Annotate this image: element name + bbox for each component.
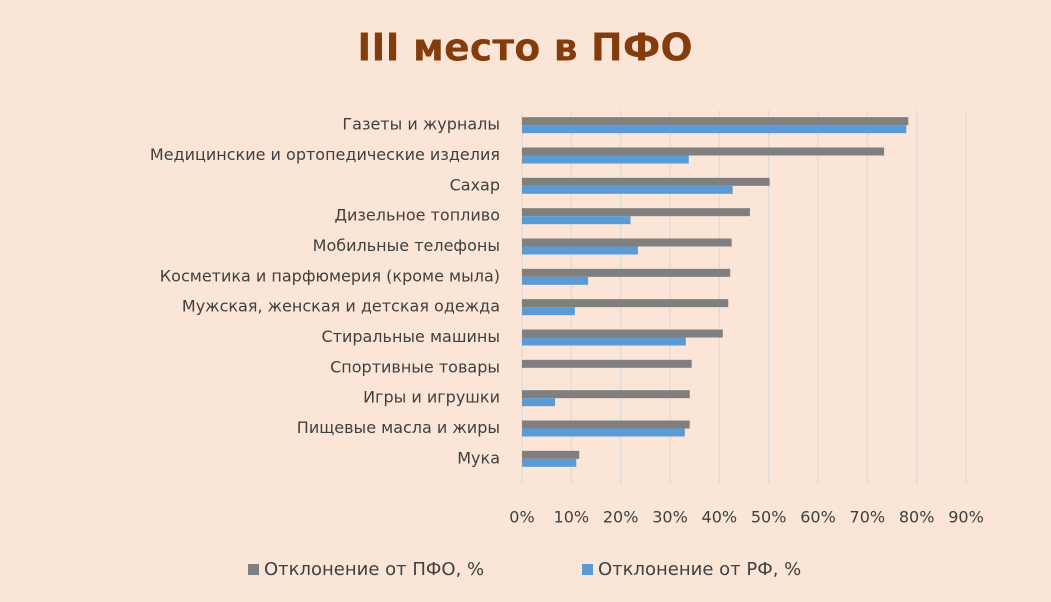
y-tick-label: Медицинские и ортопедические изделия: [150, 145, 500, 164]
bar: [522, 208, 750, 217]
bar: [522, 117, 909, 126]
bar: [522, 155, 689, 164]
bar: [522, 246, 638, 255]
bar: [522, 398, 556, 407]
x-tick-label: 80%: [899, 508, 935, 527]
x-tick-label: 50%: [751, 508, 787, 527]
bar: [522, 216, 631, 225]
x-tick-label: 90%: [948, 508, 984, 527]
bar: [522, 329, 723, 338]
x-tick-label: 10%: [554, 508, 590, 527]
legend-label: Отклонение от РФ, %: [598, 559, 801, 580]
bar: [522, 185, 733, 194]
x-tick-label: 70%: [850, 508, 886, 527]
bar: [522, 428, 685, 437]
bar: [522, 147, 885, 156]
bar: [522, 299, 729, 308]
chart-title: III место в ПФО: [357, 26, 692, 70]
bar: [522, 125, 907, 134]
y-tick-label: Мука: [457, 448, 500, 467]
x-tick-label: 40%: [702, 508, 738, 527]
bar: [522, 420, 690, 429]
bar: [522, 177, 770, 186]
y-tick-label: Спортивные товары: [330, 357, 500, 376]
x-tick-label: 20%: [603, 508, 639, 527]
y-tick-label: Мобильные телефоны: [313, 236, 500, 255]
bar: [522, 268, 731, 277]
y-tick-label: Пищевые масла и жиры: [297, 418, 500, 437]
y-tick-label: Газеты и журналы: [342, 115, 500, 134]
bar: [522, 337, 686, 346]
bar: [522, 390, 690, 399]
bar: [522, 238, 732, 247]
legend-label: Отклонение от ПФО, %: [264, 559, 484, 580]
bar: [522, 458, 577, 467]
y-tick-label: Сахар: [450, 175, 500, 194]
bar: [522, 450, 580, 459]
bar: [522, 276, 589, 285]
y-tick-label: Дизельное топливо: [335, 206, 501, 225]
bar: [522, 359, 692, 368]
y-tick-label: Стиральные машины: [321, 327, 500, 346]
y-tick-label: Игры и игрушки: [363, 388, 500, 407]
bar: [522, 307, 575, 316]
y-tick-label: Мужская, женская и детская одежда: [182, 297, 500, 316]
legend-swatch: [248, 564, 259, 575]
x-tick-label: 60%: [800, 508, 836, 527]
y-tick-label: Косметика и парфюмерия (кроме мыла): [160, 266, 500, 285]
legend-swatch: [582, 564, 593, 575]
x-tick-label: 0%: [509, 508, 534, 527]
x-tick-label: 30%: [652, 508, 688, 527]
